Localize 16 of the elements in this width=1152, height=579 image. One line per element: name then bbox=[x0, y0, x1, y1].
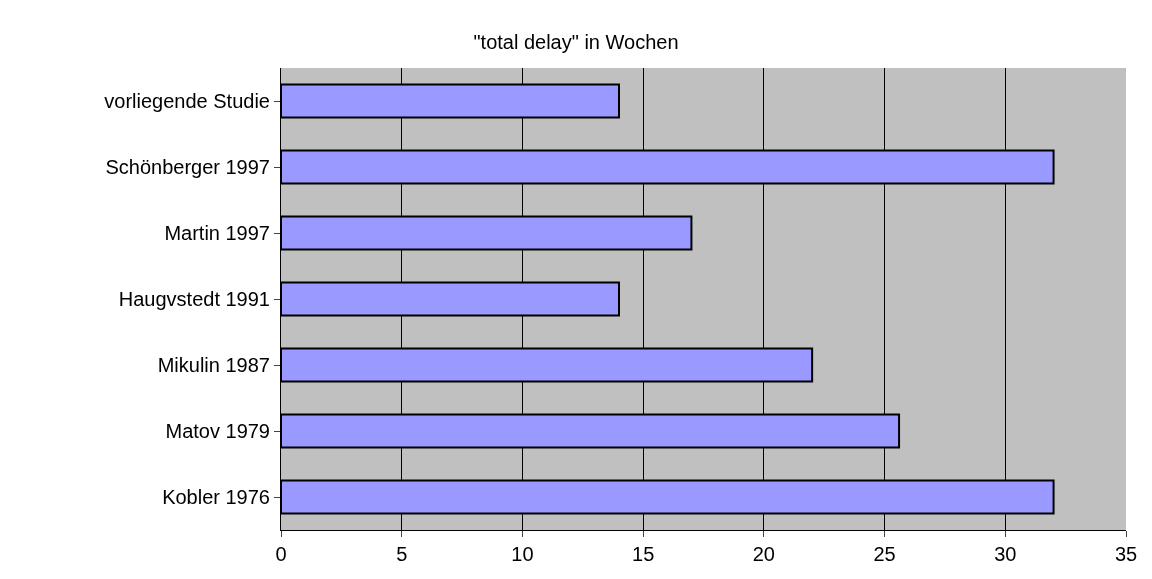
y-tick-label: Mikulin 1987 bbox=[157, 354, 270, 376]
y-tick-label: vorliegende Studie bbox=[104, 90, 270, 112]
x-tick-label: 5 bbox=[396, 543, 408, 565]
x-tick-label: 0 bbox=[275, 543, 287, 565]
x-tick-label: 20 bbox=[752, 543, 775, 565]
y-tick-label: Martin 1997 bbox=[164, 222, 270, 244]
y-tick-label: Kobler 1976 bbox=[162, 486, 270, 508]
x-tick-label: 10 bbox=[511, 543, 534, 565]
chart-title: "total delay" in Wochen bbox=[473, 30, 679, 53]
x-tick-label: 25 bbox=[873, 543, 896, 565]
x-tick-label: 15 bbox=[632, 543, 655, 565]
y-tick-label: Haugvstedt 1991 bbox=[118, 288, 270, 310]
y-tick-label: Schönberger 1997 bbox=[105, 156, 270, 178]
x-tick-label: 30 bbox=[994, 543, 1017, 565]
x-tick-label: 35 bbox=[1114, 543, 1138, 565]
y-tick-label: Matov 1979 bbox=[165, 420, 270, 442]
